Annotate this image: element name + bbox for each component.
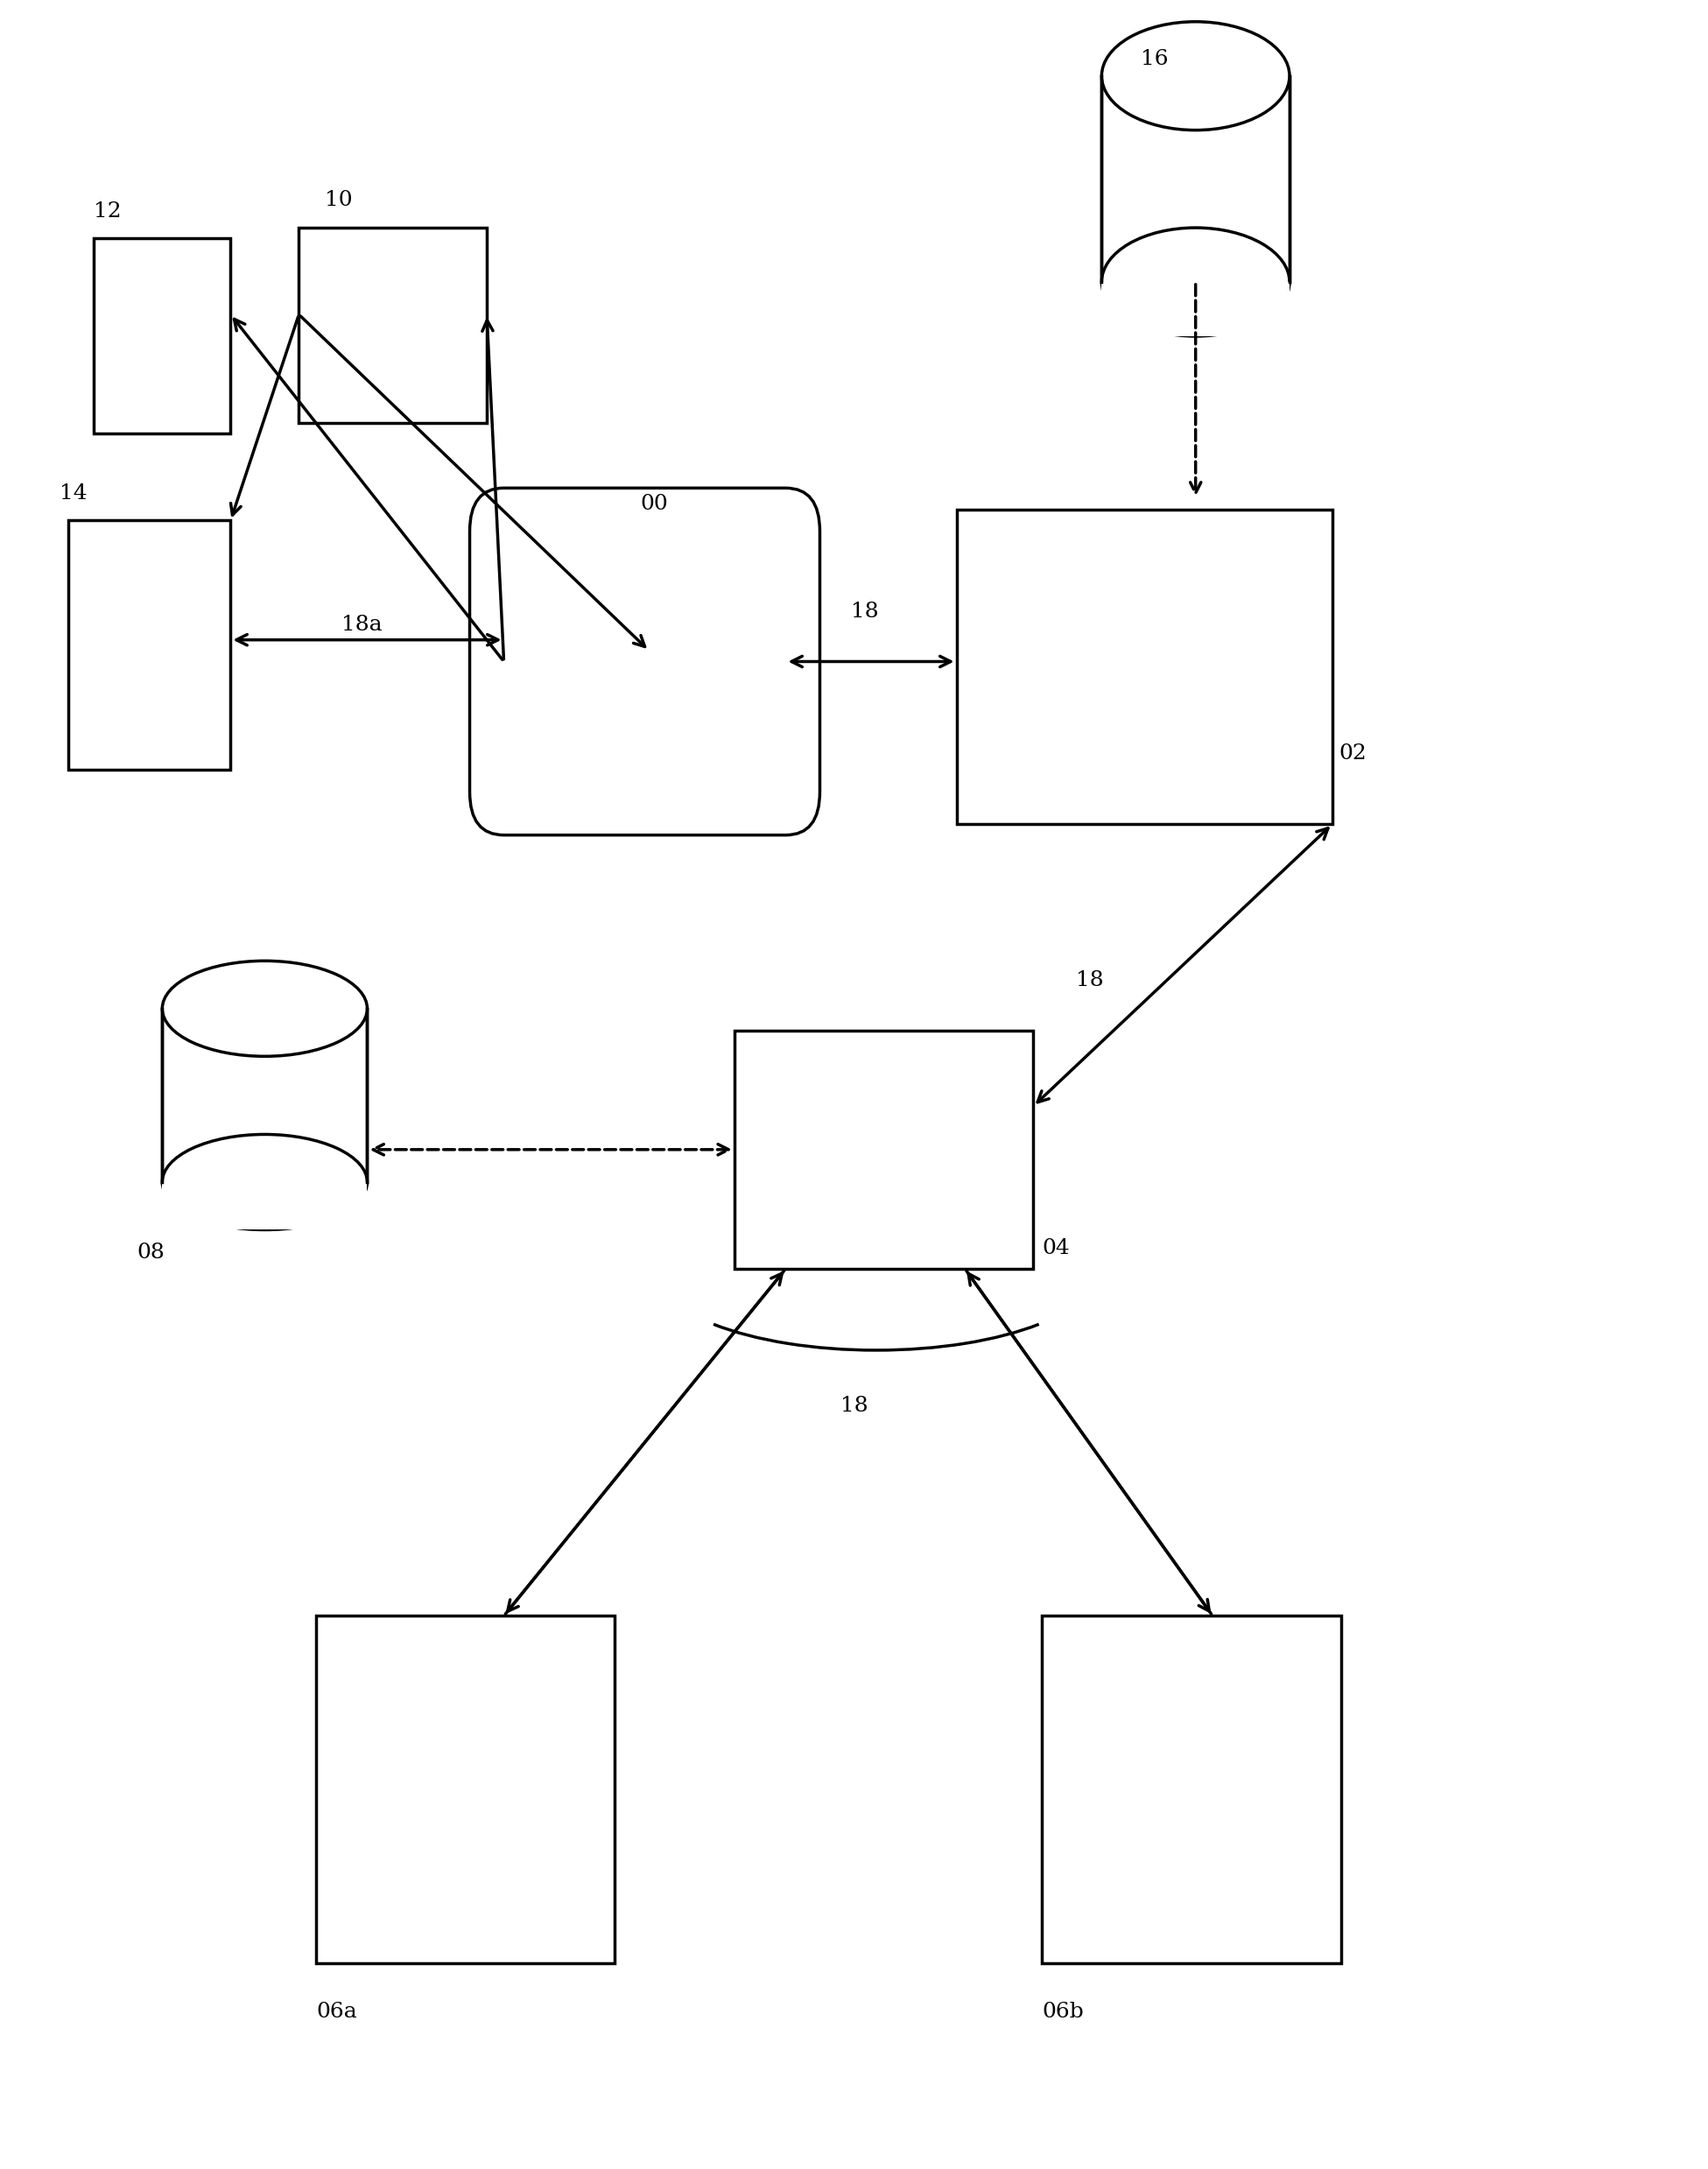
Text: 06b: 06b	[1042, 2002, 1083, 2022]
Polygon shape	[162, 1009, 367, 1182]
Ellipse shape	[162, 961, 367, 1056]
Text: 16: 16	[1141, 50, 1168, 69]
Text: 18: 18	[1076, 970, 1103, 991]
Text: 10: 10	[325, 191, 352, 210]
Text: 14: 14	[60, 484, 87, 503]
Text: 08: 08	[137, 1243, 164, 1262]
FancyBboxPatch shape	[470, 488, 820, 835]
Text: 18: 18	[840, 1395, 868, 1416]
Text: 00: 00	[640, 495, 668, 514]
Ellipse shape	[162, 1134, 367, 1230]
Text: 06a: 06a	[316, 2002, 357, 2022]
FancyBboxPatch shape	[956, 510, 1332, 824]
Polygon shape	[1102, 76, 1290, 282]
FancyBboxPatch shape	[1102, 282, 1290, 336]
Text: 02: 02	[1339, 744, 1366, 763]
Text: 04: 04	[1042, 1238, 1069, 1258]
Text: 12: 12	[94, 202, 121, 221]
Ellipse shape	[1102, 228, 1290, 336]
Text: 18: 18	[851, 601, 878, 623]
FancyBboxPatch shape	[316, 1616, 615, 1963]
Ellipse shape	[1102, 22, 1290, 130]
FancyBboxPatch shape	[734, 1030, 1033, 1269]
FancyBboxPatch shape	[1042, 1616, 1341, 1963]
FancyBboxPatch shape	[299, 228, 487, 423]
FancyBboxPatch shape	[94, 239, 231, 434]
FancyBboxPatch shape	[162, 1182, 367, 1230]
Text: 18a: 18a	[342, 614, 383, 636]
FancyBboxPatch shape	[68, 521, 231, 770]
